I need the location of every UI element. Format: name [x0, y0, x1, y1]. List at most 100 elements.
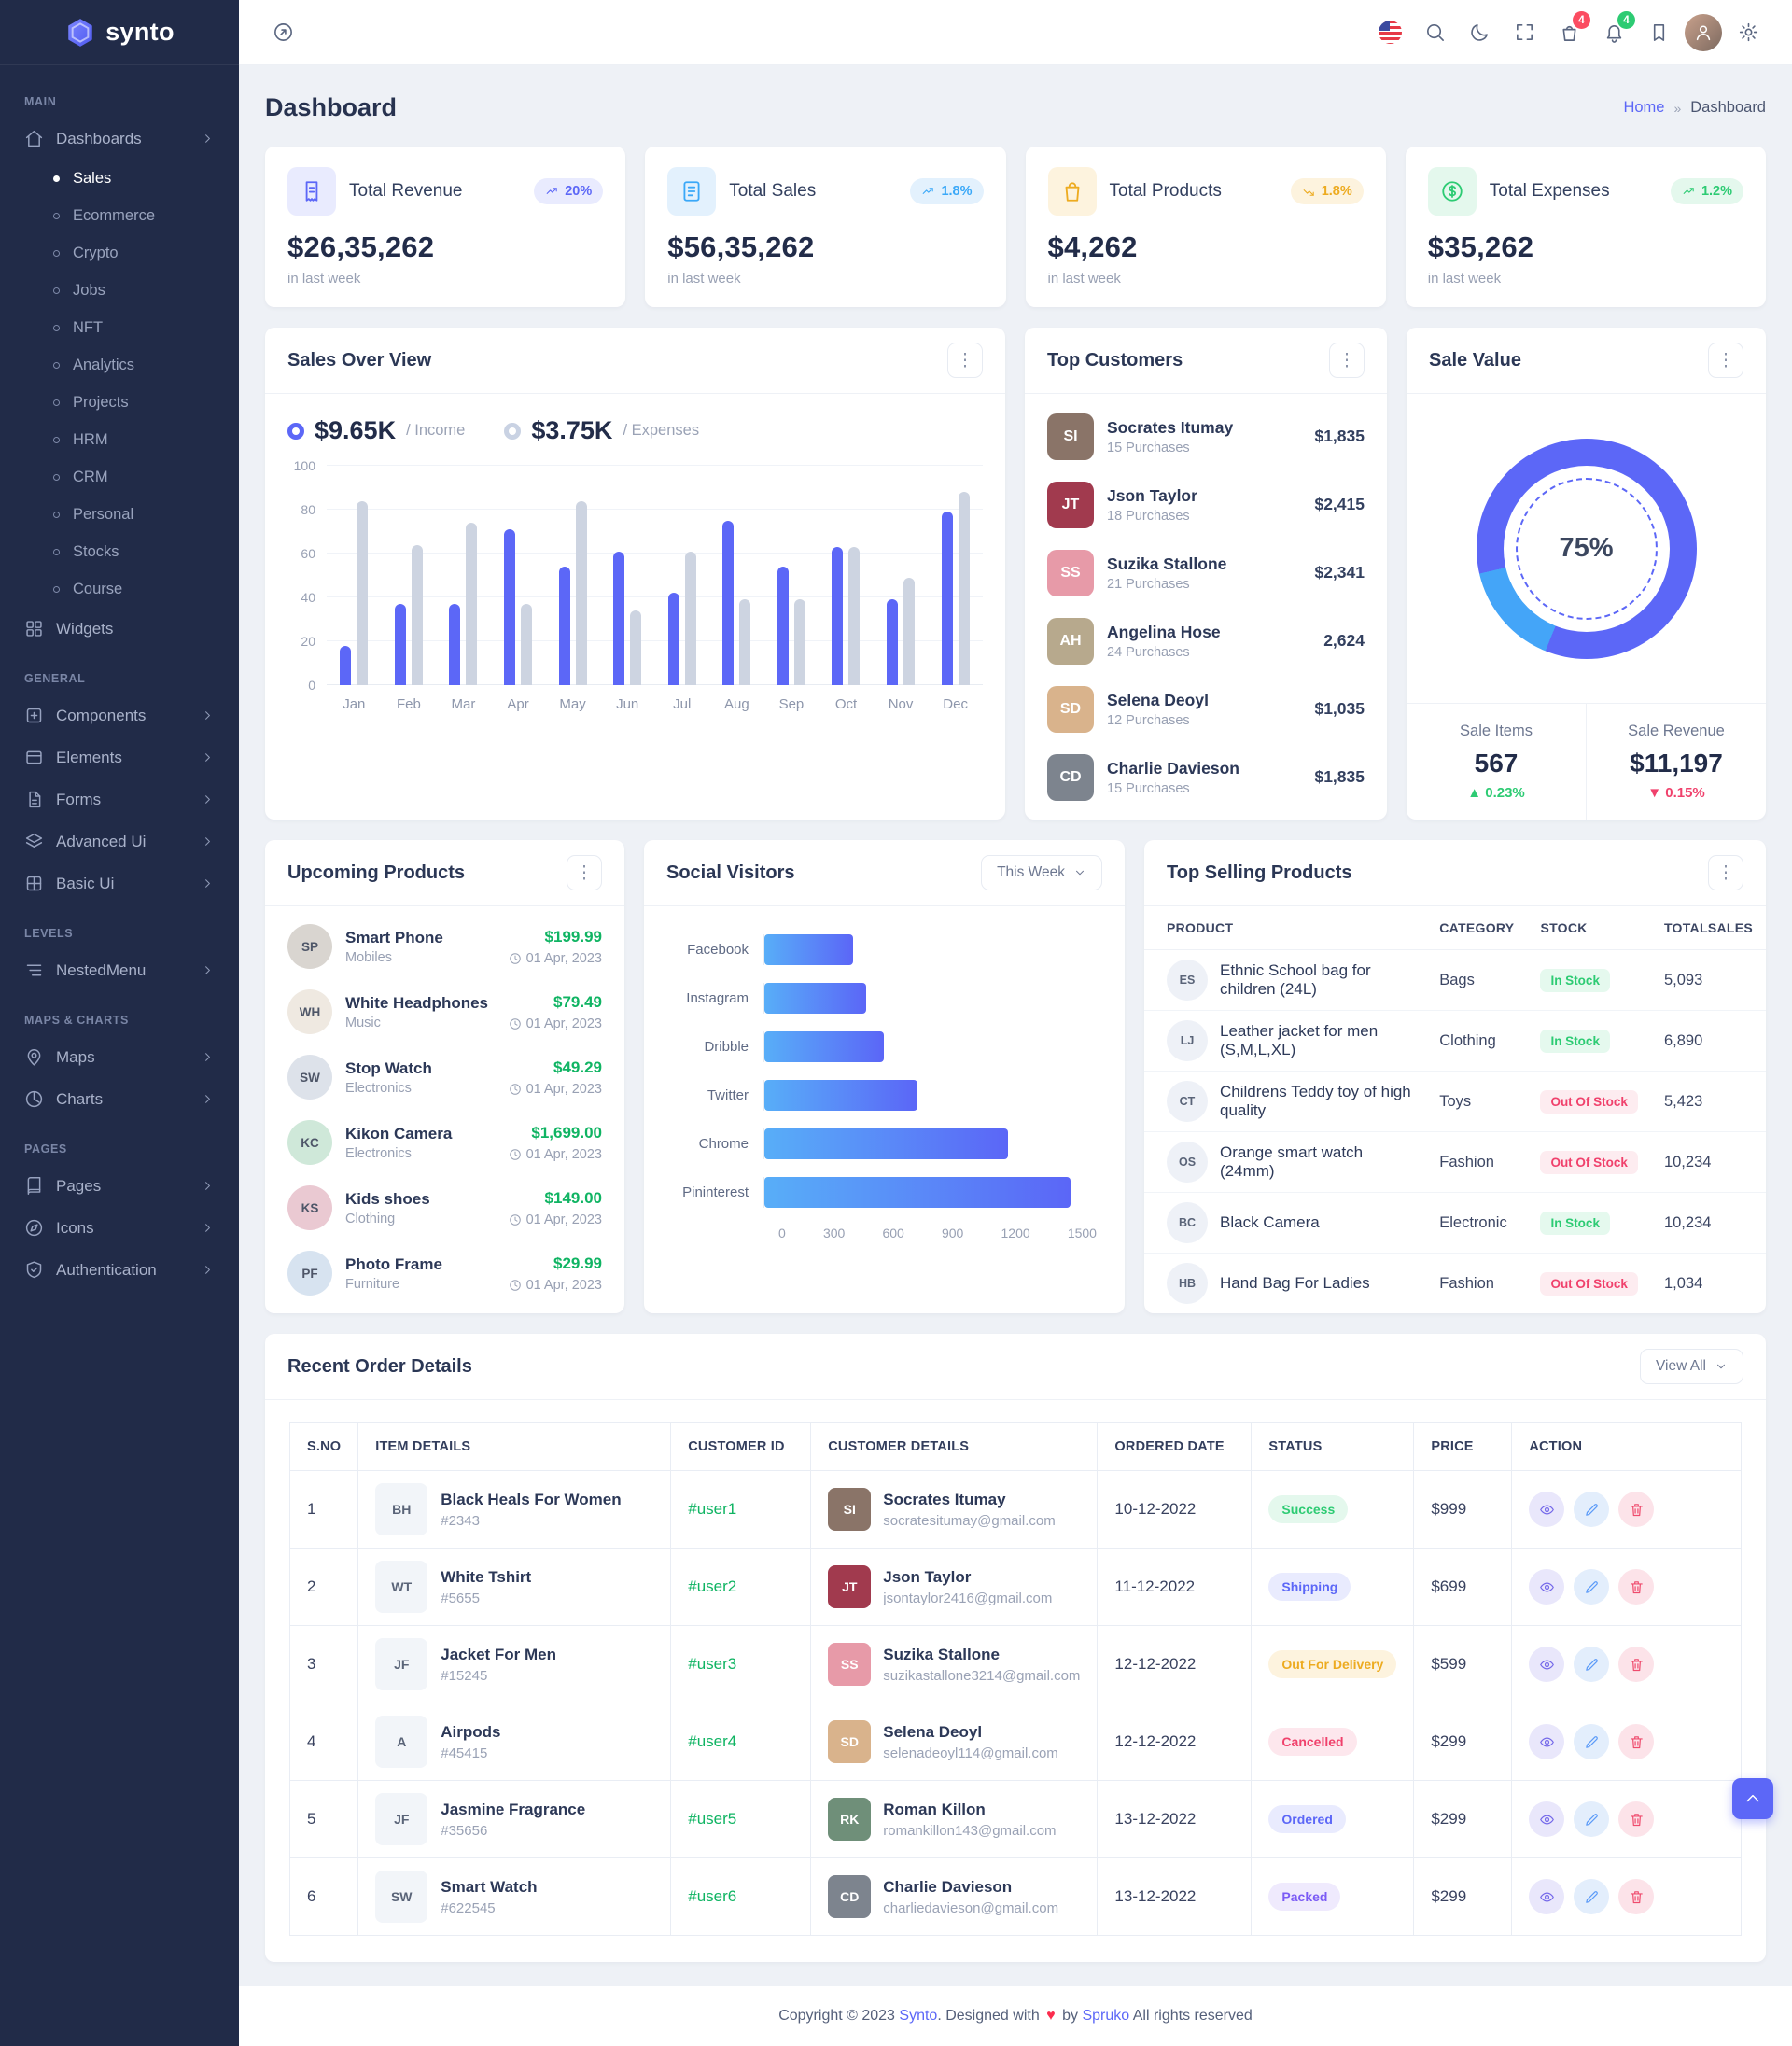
- view-button[interactable]: [1529, 1569, 1564, 1605]
- sidebar-item-pages[interactable]: Pages: [0, 1165, 239, 1207]
- sale-value-menu-button[interactable]: ⋮: [1708, 343, 1743, 378]
- stock-badge: In Stock: [1540, 1030, 1610, 1053]
- customer-email: charliedavieson@gmail.com: [883, 1900, 1058, 1916]
- view-all-select[interactable]: View All: [1640, 1349, 1743, 1384]
- customer-amount: $2,415: [1314, 495, 1365, 514]
- sidebar-item-icons[interactable]: Icons: [0, 1207, 239, 1249]
- bar-expenses: [630, 610, 641, 685]
- legend-item-expenses[interactable]: $3.75K/ Expenses: [504, 416, 699, 445]
- item-name: White Tshirt: [441, 1568, 531, 1587]
- footer-brand-link[interactable]: Synto: [899, 2008, 937, 2024]
- sales-overview-menu-button[interactable]: ⋮: [947, 343, 983, 378]
- product-date: 01 Apr, 2023: [509, 1147, 602, 1162]
- delete-button[interactable]: [1618, 1569, 1654, 1605]
- bar-income: [613, 552, 624, 685]
- edit-button[interactable]: [1574, 1492, 1609, 1527]
- delete-button[interactable]: [1618, 1879, 1654, 1914]
- footer-designer-link[interactable]: Spruko: [1082, 2008, 1129, 2024]
- settings-button[interactable]: [1727, 11, 1770, 54]
- sidebar-subitem-crm[interactable]: CRM: [0, 458, 239, 496]
- sidebar-item-nestedmenu[interactable]: NestedMenu: [0, 949, 239, 991]
- sidebar-subitem-crypto[interactable]: Crypto: [0, 234, 239, 272]
- sidebar-toggle-button[interactable]: [261, 11, 304, 54]
- view-button[interactable]: [1529, 1492, 1564, 1527]
- edit-button[interactable]: [1574, 1879, 1609, 1914]
- bar-group-dec: [928, 466, 983, 685]
- edit-button[interactable]: [1574, 1724, 1609, 1759]
- sidebar-item-basic-ui[interactable]: Basic Ui: [0, 862, 239, 904]
- sidebar-item-label: Maps: [56, 1048, 189, 1067]
- legend-item-income[interactable]: $9.65K/ Income: [287, 416, 465, 445]
- sidebar-item-maps[interactable]: Maps: [0, 1036, 239, 1078]
- top-selling-menu-button[interactable]: ⋮: [1708, 855, 1743, 890]
- delete-button[interactable]: [1618, 1724, 1654, 1759]
- sale-value-body: 75%: [1407, 394, 1766, 703]
- status-badge: Shipping: [1268, 1573, 1351, 1601]
- sidebar-item-advanced-ui[interactable]: Advanced Ui: [0, 820, 239, 862]
- week-range-select[interactable]: This Week: [981, 855, 1102, 890]
- bookmark-button[interactable]: [1637, 11, 1680, 54]
- sidebar-item-dashboards[interactable]: Dashboards: [0, 118, 239, 160]
- top-customers-menu-button[interactable]: ⋮: [1329, 343, 1365, 378]
- delete-button[interactable]: [1618, 1801, 1654, 1837]
- sidebar-subitem-analytics[interactable]: Analytics: [0, 346, 239, 384]
- sidebar-subitem-hrm[interactable]: HRM: [0, 421, 239, 458]
- sidebar-item-authentication[interactable]: Authentication: [0, 1249, 239, 1291]
- chevron-right-icon: [201, 1179, 215, 1193]
- bar-income: [668, 593, 679, 685]
- cart-button[interactable]: 4: [1547, 11, 1590, 54]
- sidebar-item-elements[interactable]: Elements: [0, 736, 239, 778]
- delete-button[interactable]: [1618, 1647, 1654, 1682]
- dark-mode-button[interactable]: [1458, 11, 1501, 54]
- view-button[interactable]: [1529, 1879, 1564, 1914]
- sidebar-subitem-ecommerce[interactable]: Ecommerce: [0, 197, 239, 234]
- breadcrumb: Home » Dashboard: [1623, 99, 1766, 117]
- stat-trend-value: 1.2%: [1701, 184, 1732, 199]
- bar-chrome: [764, 1128, 1008, 1159]
- sidebar-subitem-projects[interactable]: Projects: [0, 384, 239, 421]
- customer-id: #user3: [688, 1655, 736, 1673]
- upcoming-products-menu-button[interactable]: ⋮: [567, 855, 602, 890]
- view-button[interactable]: [1529, 1801, 1564, 1837]
- bar-group-apr: [491, 466, 546, 685]
- edit-button[interactable]: [1574, 1569, 1609, 1605]
- stat-value: $26,35,262: [287, 231, 603, 264]
- sidebar-subitem-course[interactable]: Course: [0, 570, 239, 608]
- sidebar-item-widgets[interactable]: Widgets: [0, 608, 239, 650]
- sidebar-subitem-jobs[interactable]: Jobs: [0, 272, 239, 309]
- notifications-button[interactable]: 4: [1592, 11, 1635, 54]
- action-buttons: [1529, 1647, 1724, 1682]
- total-sales: 1,034: [1651, 1254, 1766, 1314]
- profile-avatar-button[interactable]: [1682, 11, 1725, 54]
- customer-name: Suzika Stallone: [883, 1646, 1080, 1664]
- stock-badge: In Stock: [1540, 969, 1610, 992]
- x-tick-label: Nov: [874, 696, 929, 712]
- sidebar-subitem-stocks[interactable]: Stocks: [0, 533, 239, 570]
- search-button[interactable]: [1413, 11, 1456, 54]
- edit-button[interactable]: [1574, 1801, 1609, 1837]
- sidebar-subitem-personal[interactable]: Personal: [0, 496, 239, 533]
- view-button[interactable]: [1529, 1647, 1564, 1682]
- fullscreen-button[interactable]: [1503, 11, 1546, 54]
- total-sales: 10,234: [1651, 1193, 1766, 1254]
- stat-trend-badge: 20%: [534, 178, 603, 204]
- order-sno: 5: [290, 1781, 358, 1858]
- sidebar-item-charts[interactable]: Charts: [0, 1078, 239, 1120]
- sidebar-subitem-nft[interactable]: NFT: [0, 309, 239, 346]
- sidebar-subitem-sales[interactable]: Sales: [0, 160, 239, 197]
- date-text: 01 Apr, 2023: [526, 1147, 602, 1162]
- sidebar-item-forms[interactable]: Forms: [0, 778, 239, 820]
- sidebar-toggle-icon: [273, 21, 294, 43]
- delete-button[interactable]: [1618, 1492, 1654, 1527]
- scroll-to-top-button[interactable]: [1732, 1778, 1773, 1819]
- edit-button[interactable]: [1574, 1647, 1609, 1682]
- language-flag-button[interactable]: [1368, 11, 1411, 54]
- brand[interactable]: synto: [0, 0, 239, 65]
- breadcrumb-home[interactable]: Home: [1623, 99, 1664, 117]
- sidebar-item-components[interactable]: Components: [0, 694, 239, 736]
- view-button[interactable]: [1529, 1724, 1564, 1759]
